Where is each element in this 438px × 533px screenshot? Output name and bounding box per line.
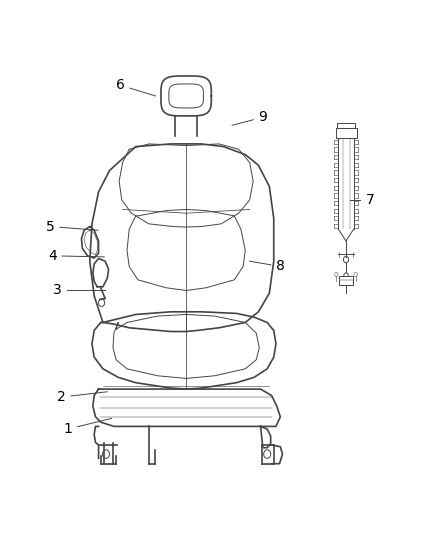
FancyBboxPatch shape: [337, 123, 355, 128]
FancyBboxPatch shape: [336, 128, 357, 138]
Text: 8: 8: [276, 260, 285, 273]
Text: 6: 6: [116, 78, 125, 92]
Text: 3: 3: [53, 284, 61, 297]
Text: 5: 5: [46, 220, 55, 233]
Text: 7: 7: [366, 193, 374, 207]
Text: 4: 4: [48, 249, 57, 263]
Text: 1: 1: [64, 422, 72, 436]
Text: 2: 2: [57, 390, 66, 404]
FancyBboxPatch shape: [339, 276, 353, 285]
Text: 9: 9: [258, 110, 267, 124]
